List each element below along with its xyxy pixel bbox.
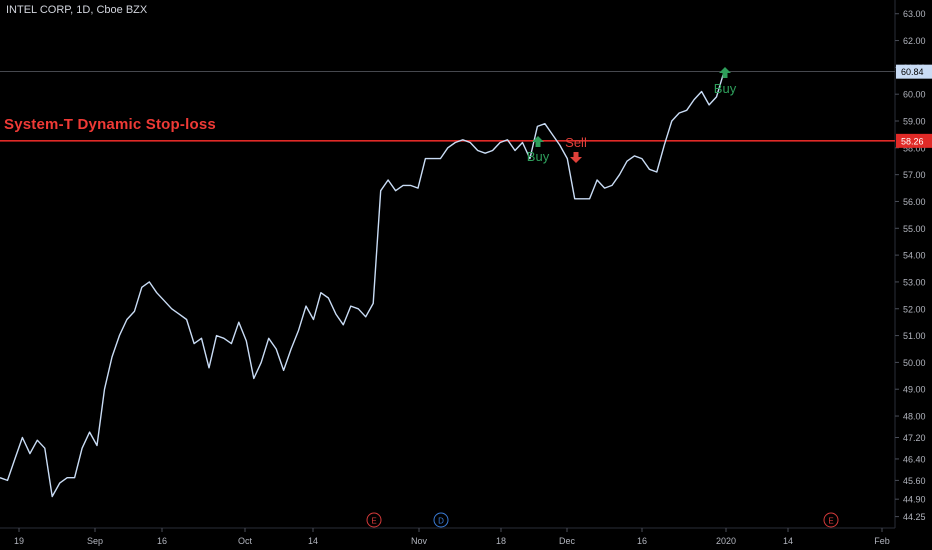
event-marker-circle <box>823 512 839 528</box>
x-tick-label: 16 <box>637 536 647 546</box>
chart-title: INTEL CORP, 1D, Cboe BZX <box>6 4 148 16</box>
stop-level-badge <box>896 133 932 148</box>
buy-signal-label: Buy <box>527 149 550 164</box>
y-tick-label: 58.00 <box>903 143 926 153</box>
y-tick-label: 59.00 <box>903 117 926 127</box>
dividend-event-marker: D <box>433 512 449 528</box>
x-tick-label: 19 <box>14 536 24 546</box>
y-tick-label: 44.25 <box>903 512 926 522</box>
y-tick-label: 60.00 <box>903 90 926 100</box>
x-tick-label: Nov <box>411 536 428 546</box>
x-tick-label: 16 <box>157 536 167 546</box>
y-tick-label: 49.00 <box>903 385 926 395</box>
buy-arrow-icon <box>719 67 731 78</box>
y-tick-label: 57.00 <box>903 170 926 180</box>
y-tick-label: 63.00 <box>903 9 926 19</box>
y-tick-label: 44.90 <box>903 495 926 505</box>
y-tick-label: 45.60 <box>903 476 926 486</box>
x-tick-label: 18 <box>496 536 506 546</box>
y-tick-label: 62.00 <box>903 36 926 46</box>
price-series-line <box>0 71 725 498</box>
x-tick-label: Dec <box>559 536 576 546</box>
y-tick-label: 52.00 <box>903 304 926 314</box>
sell-signal-label: Sell <box>565 135 587 150</box>
sell-arrow-icon <box>570 152 582 163</box>
x-tick-label: Sep <box>87 536 103 546</box>
y-tick-label: 54.00 <box>903 251 926 261</box>
y-tick-label: 50.00 <box>903 358 926 368</box>
event-marker-label: E <box>828 517 833 526</box>
y-tick-label: 53.00 <box>903 277 926 287</box>
earnings-event-marker: E <box>823 512 839 528</box>
x-tick-label: 14 <box>308 536 318 546</box>
x-tick-label: Oct <box>238 536 253 546</box>
y-tick-label: 46.40 <box>903 454 926 464</box>
y-tick-label: 55.00 <box>903 224 926 234</box>
earnings-event-marker: E <box>366 512 382 528</box>
event-marker-label: D <box>438 517 444 526</box>
stop-level-badge-text: 58.26 <box>901 136 924 146</box>
y-tick-label: 51.00 <box>903 331 926 341</box>
y-tick-label: 56.00 <box>903 197 926 207</box>
last-price-badge <box>896 64 932 79</box>
x-tick-label: 14 <box>783 536 793 546</box>
last-price-badge-text: 60.84 <box>901 67 924 77</box>
x-tick-label: 2020 <box>716 536 736 546</box>
event-marker-circle <box>433 512 449 528</box>
buy-signal-label: Buy <box>714 81 737 96</box>
event-marker-label: E <box>371 517 376 526</box>
stop-loss-label: System-T Dynamic Stop-loss <box>4 116 216 133</box>
y-tick-label: 48.00 <box>903 412 926 422</box>
x-tick-label: Feb <box>874 536 890 546</box>
event-marker-circle <box>366 512 382 528</box>
y-tick-label: 47.20 <box>903 433 926 443</box>
buy-arrow-icon <box>532 136 544 147</box>
